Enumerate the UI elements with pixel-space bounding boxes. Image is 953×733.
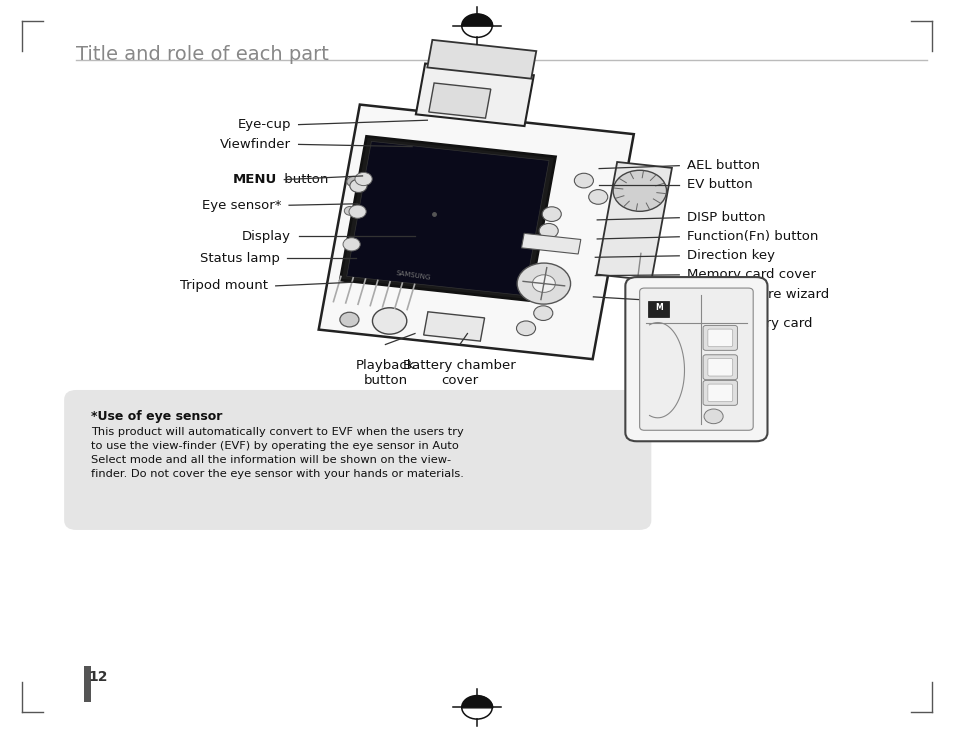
- Text: 12: 12: [89, 670, 108, 685]
- Circle shape: [541, 207, 560, 221]
- Text: Playback
button: Playback button: [355, 359, 415, 387]
- FancyBboxPatch shape: [624, 277, 766, 441]
- Text: Function(Fn) button: Function(Fn) button: [686, 230, 818, 243]
- FancyBboxPatch shape: [702, 380, 737, 405]
- Text: Memory card cover: Memory card cover: [686, 268, 815, 281]
- Polygon shape: [318, 105, 633, 359]
- Circle shape: [516, 321, 535, 336]
- Text: This product will automatically convert to EVF when the users try
to use the vie: This product will automatically convert …: [91, 427, 463, 479]
- Polygon shape: [340, 136, 555, 301]
- Text: AEL button: AEL button: [686, 159, 760, 172]
- Polygon shape: [428, 83, 490, 118]
- Bar: [84, 666, 91, 702]
- Polygon shape: [596, 162, 671, 281]
- Text: Title and role of each part: Title and role of each part: [76, 45, 329, 65]
- Polygon shape: [423, 312, 484, 341]
- Circle shape: [344, 207, 355, 216]
- Text: DISP button: DISP button: [686, 211, 764, 224]
- FancyBboxPatch shape: [707, 384, 732, 402]
- Circle shape: [517, 263, 570, 304]
- Text: Battery chamber
cover: Battery chamber cover: [403, 359, 516, 387]
- Text: Eye-cup: Eye-cup: [237, 118, 291, 131]
- Text: Direction key: Direction key: [686, 249, 774, 262]
- Text: MENU: MENU: [233, 173, 276, 186]
- FancyBboxPatch shape: [639, 288, 752, 430]
- Circle shape: [574, 173, 593, 188]
- Polygon shape: [346, 141, 548, 295]
- Circle shape: [613, 170, 666, 211]
- Text: button: button: [279, 173, 328, 186]
- Circle shape: [343, 237, 360, 251]
- Text: *Use of eye sensor: *Use of eye sensor: [91, 410, 222, 423]
- FancyBboxPatch shape: [702, 325, 737, 350]
- Text: Tripod mount: Tripod mount: [180, 279, 268, 292]
- Text: Status lamp: Status lamp: [199, 251, 279, 265]
- Circle shape: [350, 180, 367, 193]
- Circle shape: [538, 224, 558, 238]
- Circle shape: [703, 409, 722, 424]
- Circle shape: [355, 172, 372, 185]
- Circle shape: [339, 312, 358, 327]
- FancyBboxPatch shape: [707, 358, 732, 376]
- Circle shape: [349, 205, 366, 218]
- Polygon shape: [427, 40, 536, 78]
- Text: EV button: EV button: [686, 178, 752, 191]
- Circle shape: [532, 275, 555, 292]
- Text: Viewfinder: Viewfinder: [220, 138, 291, 151]
- Text: Display: Display: [242, 229, 291, 243]
- Text: Delete/Picture wizard
button: Delete/Picture wizard button: [686, 288, 828, 316]
- Circle shape: [372, 308, 406, 334]
- FancyBboxPatch shape: [648, 301, 668, 317]
- Circle shape: [346, 177, 359, 187]
- Polygon shape: [416, 64, 534, 126]
- Circle shape: [588, 190, 607, 205]
- Text: M: M: [654, 303, 662, 312]
- FancyBboxPatch shape: [707, 329, 732, 347]
- Text: Memory card
slot: Memory card slot: [724, 317, 812, 345]
- Text: Eye sensor*: Eye sensor*: [202, 199, 281, 212]
- Text: SAMSUNG: SAMSUNG: [395, 270, 431, 281]
- FancyBboxPatch shape: [702, 355, 737, 380]
- Circle shape: [533, 306, 552, 320]
- FancyBboxPatch shape: [65, 391, 650, 529]
- Polygon shape: [521, 233, 580, 254]
